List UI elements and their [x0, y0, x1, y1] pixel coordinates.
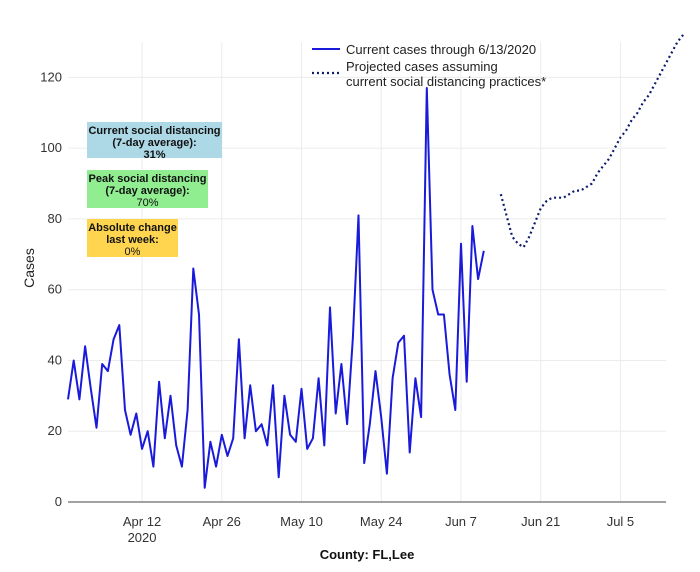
- info-box-peak-value: 70%: [136, 197, 159, 209]
- x-tick-label: May 10: [280, 514, 323, 529]
- series-group: [67, 34, 684, 489]
- y-tick-label: 20: [48, 423, 62, 438]
- legend-label-projected: Projected cases assuming current social …: [346, 59, 546, 89]
- info-box-current-distancing: Current social distancing (7-day average…: [87, 122, 222, 161]
- info-box-current-title: Current social distancing (7-day average…: [88, 125, 221, 149]
- series-line-current: [67, 87, 485, 489]
- y-axis-title: Cases: [21, 248, 37, 288]
- x-tick-label: Jul 5: [607, 514, 634, 529]
- series-line-projected: [499, 34, 684, 249]
- info-box-change-value: 0%: [124, 246, 141, 258]
- x-axis-title: County: FL,Lee: [320, 547, 415, 562]
- x-tick-label: Jun 21: [521, 514, 560, 529]
- y-tick-label: 120: [40, 69, 62, 84]
- y-tick-label: 80: [48, 211, 62, 226]
- info-box-change-title: Absolute change last week:: [88, 222, 177, 246]
- legend-label-current: Current cases through 6/13/2020: [346, 42, 536, 57]
- gridlines: [68, 42, 666, 502]
- x-tick-label: Jun 7: [445, 514, 477, 529]
- legend: Current cases through 6/13/2020 Projecte…: [312, 42, 546, 89]
- y-tick-label: 100: [40, 140, 62, 155]
- y-tick-label: 0: [55, 494, 62, 509]
- x-tick-sublabel: 2020: [128, 530, 157, 545]
- x-tick-label: Apr 12: [123, 514, 161, 529]
- info-box-current-value: 31%: [143, 149, 166, 161]
- info-box-peak-title: Peak social distancing (7-day average):: [88, 173, 207, 197]
- y-tick-label: 40: [48, 352, 62, 367]
- x-tick-label: May 24: [360, 514, 403, 529]
- info-box-peak-distancing: Peak social distancing (7-day average): …: [87, 170, 208, 209]
- info-box-absolute-change: Absolute change last week: 0%: [87, 219, 178, 258]
- x-tick-label: Apr 26: [203, 514, 241, 529]
- y-tick-label: 60: [48, 282, 62, 297]
